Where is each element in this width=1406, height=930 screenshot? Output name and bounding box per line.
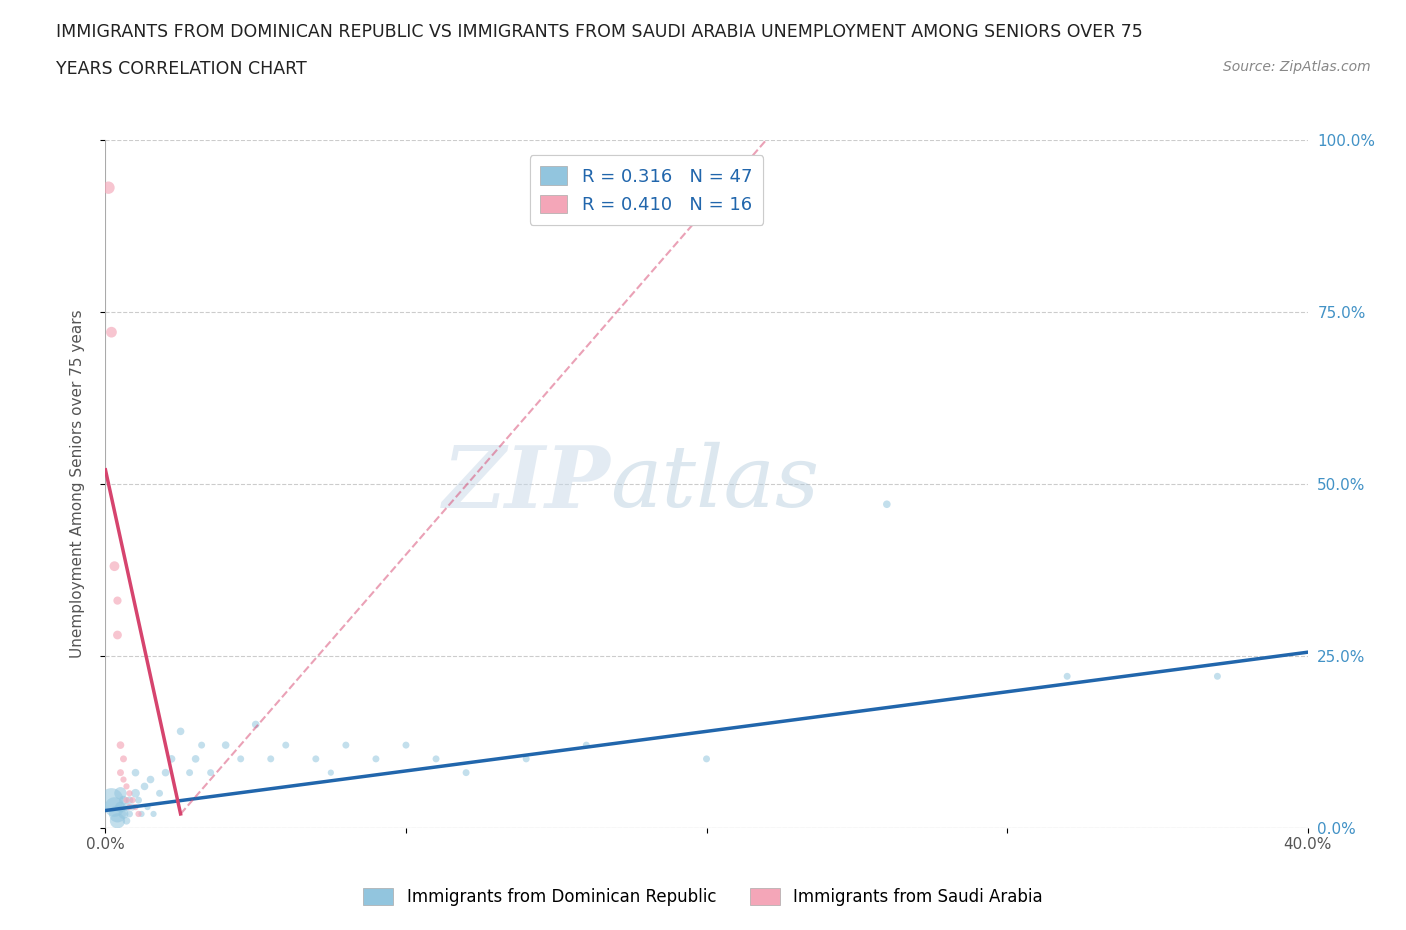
Point bbox=[364, 751, 387, 766]
Point bbox=[115, 800, 138, 815]
Point bbox=[121, 792, 143, 807]
Point bbox=[118, 800, 141, 815]
Point bbox=[121, 800, 143, 815]
Text: YEARS CORRELATION CHART: YEARS CORRELATION CHART bbox=[56, 60, 307, 78]
Point bbox=[100, 325, 122, 339]
Point bbox=[1206, 669, 1229, 684]
Point bbox=[1056, 669, 1078, 684]
Point bbox=[575, 737, 598, 752]
Point bbox=[454, 765, 477, 780]
Point bbox=[118, 806, 141, 821]
Point bbox=[124, 765, 146, 780]
Point bbox=[139, 772, 162, 787]
Point bbox=[148, 786, 170, 801]
Point bbox=[115, 792, 138, 807]
Point bbox=[112, 806, 135, 821]
Point bbox=[110, 800, 132, 815]
Point bbox=[876, 497, 898, 512]
Point bbox=[100, 792, 122, 807]
Point bbox=[103, 800, 125, 815]
Point bbox=[110, 786, 132, 801]
Point bbox=[128, 792, 150, 807]
Point bbox=[124, 800, 146, 815]
Point bbox=[97, 180, 120, 195]
Point bbox=[160, 751, 183, 766]
Point bbox=[118, 786, 141, 801]
Legend: R = 0.316   N = 47, R = 0.410   N = 16: R = 0.316 N = 47, R = 0.410 N = 16 bbox=[530, 155, 763, 225]
Point bbox=[134, 779, 156, 794]
Point bbox=[395, 737, 418, 752]
Text: atlas: atlas bbox=[610, 443, 820, 525]
Point bbox=[184, 751, 207, 766]
Point bbox=[112, 751, 135, 766]
Point bbox=[200, 765, 222, 780]
Point bbox=[155, 765, 177, 780]
Point bbox=[245, 717, 267, 732]
Legend: Immigrants from Dominican Republic, Immigrants from Saudi Arabia: Immigrants from Dominican Republic, Immi… bbox=[357, 881, 1049, 912]
Point bbox=[305, 751, 328, 766]
Point bbox=[274, 737, 297, 752]
Point bbox=[142, 806, 165, 821]
Text: IMMIGRANTS FROM DOMINICAN REPUBLIC VS IMMIGRANTS FROM SAUDI ARABIA UNEMPLOYMENT : IMMIGRANTS FROM DOMINICAN REPUBLIC VS IM… bbox=[56, 23, 1143, 41]
Point bbox=[110, 765, 132, 780]
Point bbox=[110, 737, 132, 752]
Text: ZIP: ZIP bbox=[443, 442, 610, 525]
Point bbox=[107, 806, 129, 821]
Y-axis label: Unemployment Among Seniors over 75 years: Unemployment Among Seniors over 75 years bbox=[70, 310, 84, 658]
Point bbox=[103, 559, 125, 574]
Point bbox=[214, 737, 236, 752]
Point bbox=[115, 779, 138, 794]
Point bbox=[112, 772, 135, 787]
Point bbox=[169, 724, 191, 738]
Point bbox=[131, 806, 153, 821]
Point bbox=[335, 737, 357, 752]
Point bbox=[115, 814, 138, 829]
Point bbox=[112, 792, 135, 807]
Point bbox=[128, 806, 150, 821]
Point bbox=[179, 765, 201, 780]
Point bbox=[319, 765, 342, 780]
Point bbox=[107, 814, 129, 829]
Point bbox=[229, 751, 252, 766]
Point bbox=[107, 628, 129, 643]
Point bbox=[696, 751, 718, 766]
Point bbox=[124, 786, 146, 801]
Point bbox=[118, 792, 141, 807]
Point bbox=[107, 593, 129, 608]
Point bbox=[425, 751, 447, 766]
Point bbox=[260, 751, 283, 766]
Point bbox=[515, 751, 537, 766]
Point bbox=[190, 737, 212, 752]
Text: Source: ZipAtlas.com: Source: ZipAtlas.com bbox=[1223, 60, 1371, 74]
Point bbox=[136, 800, 159, 815]
